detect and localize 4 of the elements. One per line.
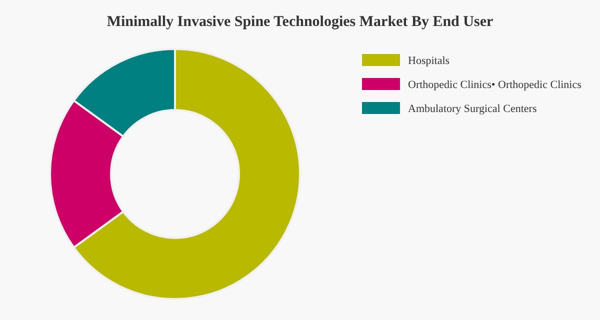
legend-label: Ambulatory Surgical Centers bbox=[408, 103, 537, 115]
legend-label: Hospitals bbox=[408, 55, 450, 67]
chart-title: Minimally Invasive Spine Technologies Market By End User bbox=[106, 14, 494, 30]
legend-label: Orthopedic Clinics• Orthopedic Clinics bbox=[408, 79, 582, 91]
